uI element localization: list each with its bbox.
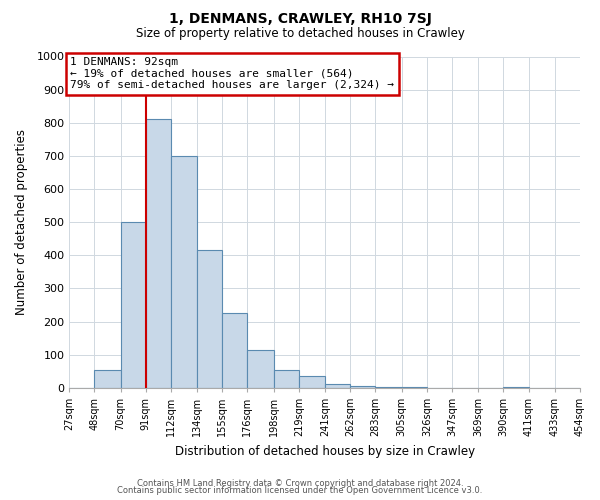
Bar: [223, 313, 247, 388]
Bar: [274, 370, 299, 388]
Bar: [503, 387, 529, 388]
Bar: [146, 120, 171, 388]
Bar: [350, 386, 376, 388]
Text: 1 DENMANS: 92sqm
← 19% of detached houses are smaller (564)
79% of semi-detached: 1 DENMANS: 92sqm ← 19% of detached house…: [70, 57, 394, 90]
Bar: [299, 376, 325, 388]
Bar: [171, 156, 197, 388]
Bar: [94, 370, 121, 388]
Text: Contains public sector information licensed under the Open Government Licence v3: Contains public sector information licen…: [118, 486, 482, 495]
Bar: [121, 222, 146, 388]
Text: 1, DENMANS, CRAWLEY, RH10 7SJ: 1, DENMANS, CRAWLEY, RH10 7SJ: [169, 12, 431, 26]
Text: Contains HM Land Registry data © Crown copyright and database right 2024.: Contains HM Land Registry data © Crown c…: [137, 478, 463, 488]
X-axis label: Distribution of detached houses by size in Crawley: Distribution of detached houses by size …: [175, 444, 475, 458]
Text: Size of property relative to detached houses in Crawley: Size of property relative to detached ho…: [136, 28, 464, 40]
Bar: [325, 384, 350, 388]
Y-axis label: Number of detached properties: Number of detached properties: [15, 129, 28, 315]
Bar: [376, 387, 402, 388]
Bar: [247, 350, 274, 388]
Bar: [197, 250, 223, 388]
